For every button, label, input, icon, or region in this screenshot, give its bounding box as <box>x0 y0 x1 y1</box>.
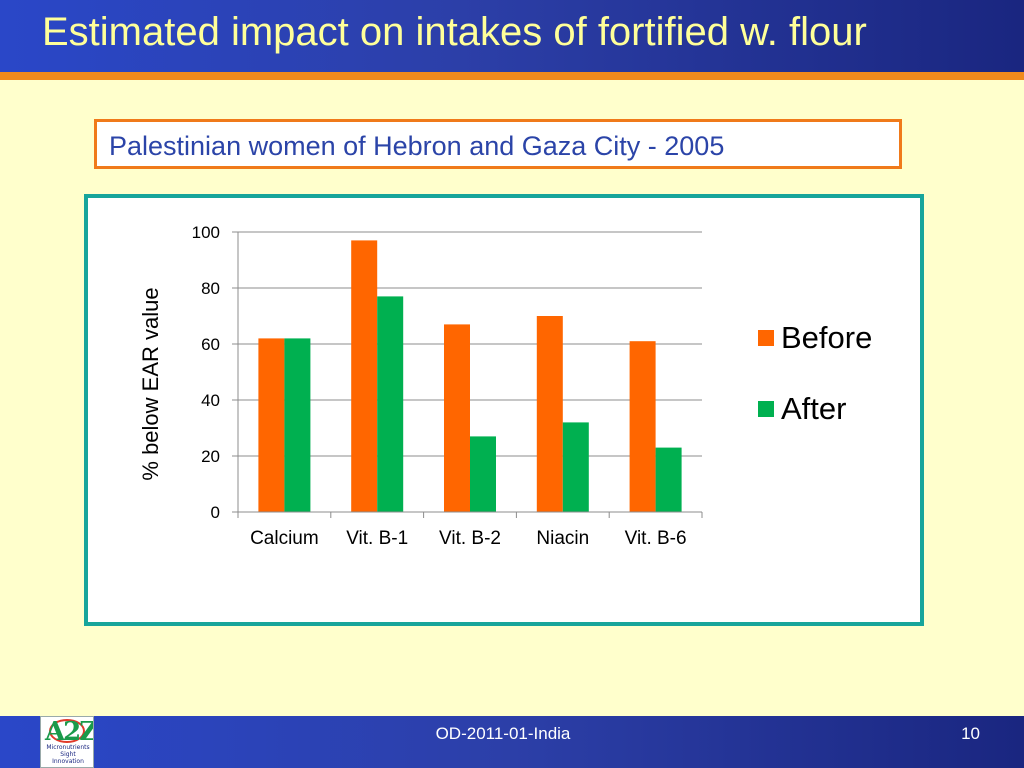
chart-frame: 0 20 40 60 80 100 Calcium Vit. B-1 Vit. B-2 Niac… <box>84 194 924 626</box>
y-tick-label: 20 <box>201 447 220 466</box>
y-tick-label: 40 <box>201 391 220 410</box>
x-tick-label: Vit. B-6 <box>625 528 687 549</box>
logo-line: Micronutrients <box>46 744 90 751</box>
header-accent-stripe <box>0 72 1024 80</box>
y-tick-label: 100 <box>192 223 220 242</box>
bar-chart: 0 20 40 60 80 100 Calcium Vit. B-1 Vit. B-2 Niac… <box>138 223 872 549</box>
x-tick-label: Vit. B-1 <box>346 528 408 549</box>
x-tick-label: Calcium <box>250 528 319 549</box>
chart-axes <box>237 232 702 513</box>
a2z-logo: A2Z Micronutrients Sight Innovation <box>40 716 94 768</box>
logo-ring-icon <box>49 719 85 743</box>
legend-label-before: Before <box>781 320 872 355</box>
bar-after <box>470 436 496 512</box>
logo-line: Sight <box>60 751 76 758</box>
legend-swatch-before <box>758 330 774 346</box>
page-number: 10 <box>961 724 980 743</box>
chart-legend: Before After <box>758 320 872 426</box>
bar-before <box>444 324 470 512</box>
x-tick-label: Niacin <box>536 528 589 549</box>
bar-after <box>284 338 311 512</box>
y-axis-ticks: 0 20 40 60 80 100 <box>192 223 238 522</box>
footer-text: OD-2011-01-India <box>435 724 571 743</box>
logo-tagline: Micronutrients Sight Innovation <box>43 744 93 765</box>
bar-before <box>629 341 656 512</box>
logo-mark: A2Z <box>45 717 94 747</box>
bar-after <box>377 296 404 512</box>
chart-subtitle: Palestinian women of Hebron and Gaza Cit… <box>109 131 725 161</box>
y-axis-label: % below EAR value <box>138 287 163 480</box>
bar-after <box>655 447 682 512</box>
subtitle-box: Palestinian women of Hebron and Gaza Cit… <box>94 119 902 169</box>
x-axis-ticks: Calcium Vit. B-1 Vit. B-2 Niacin Vit. B-6 <box>237 512 703 549</box>
bar-before <box>351 240 378 512</box>
y-tick-label: 60 <box>201 335 220 354</box>
legend-label-after: After <box>781 391 846 426</box>
bar-before <box>258 338 285 512</box>
logo-line: Innovation <box>52 758 84 765</box>
slide-title: Estimated impact on intakes of fortified… <box>42 10 867 54</box>
bar-after <box>562 422 589 512</box>
y-tick-label: 80 <box>201 279 220 298</box>
chart-bars <box>258 240 682 512</box>
legend-swatch-after <box>758 401 774 417</box>
x-tick-label: Vit. B-2 <box>439 528 501 549</box>
slide-footer: OD-2011-01-India 10 <box>0 716 1024 768</box>
slide-header: Estimated impact on intakes of fortified… <box>0 0 1024 72</box>
y-tick-label: 0 <box>211 503 220 522</box>
bar-before <box>536 316 563 512</box>
